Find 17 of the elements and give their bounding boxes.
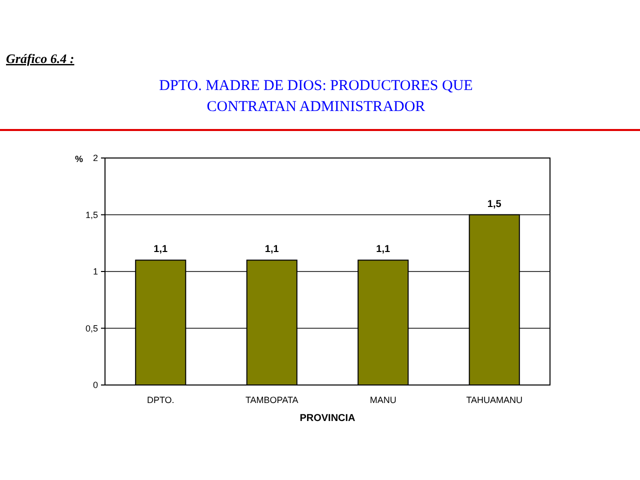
y-tick-label: 1 [92, 266, 98, 277]
y-tick-label: 1,5 [85, 210, 98, 220]
text: Gráfico 6.4 : [6, 51, 74, 66]
y-tick-label: 0,5 [85, 323, 98, 334]
data-label: 1,1 [154, 244, 168, 256]
x-tick-label: TAHUAMANU [466, 395, 523, 405]
y-axis-title: % [74, 154, 83, 164]
chart-title: DPTO. MADRE DE DIOS: PRODUCTORES QUE CONTRATAN ADMINISTRADOR [159, 78, 473, 115]
data-label: 1,1 [376, 244, 391, 256]
data-label: 1,5 [487, 198, 502, 210]
y-tick-label: 2 [92, 153, 98, 164]
x-tick-label: TAMBOPATA [245, 395, 298, 405]
x-axis-title: PROVINCIA [300, 413, 356, 424]
data-label: 1,1 [264, 244, 280, 256]
x-tick-label: MANU [370, 395, 396, 405]
x-tick-label: DPTO. [146, 395, 174, 405]
y-tick-label: 0 [92, 380, 98, 390]
